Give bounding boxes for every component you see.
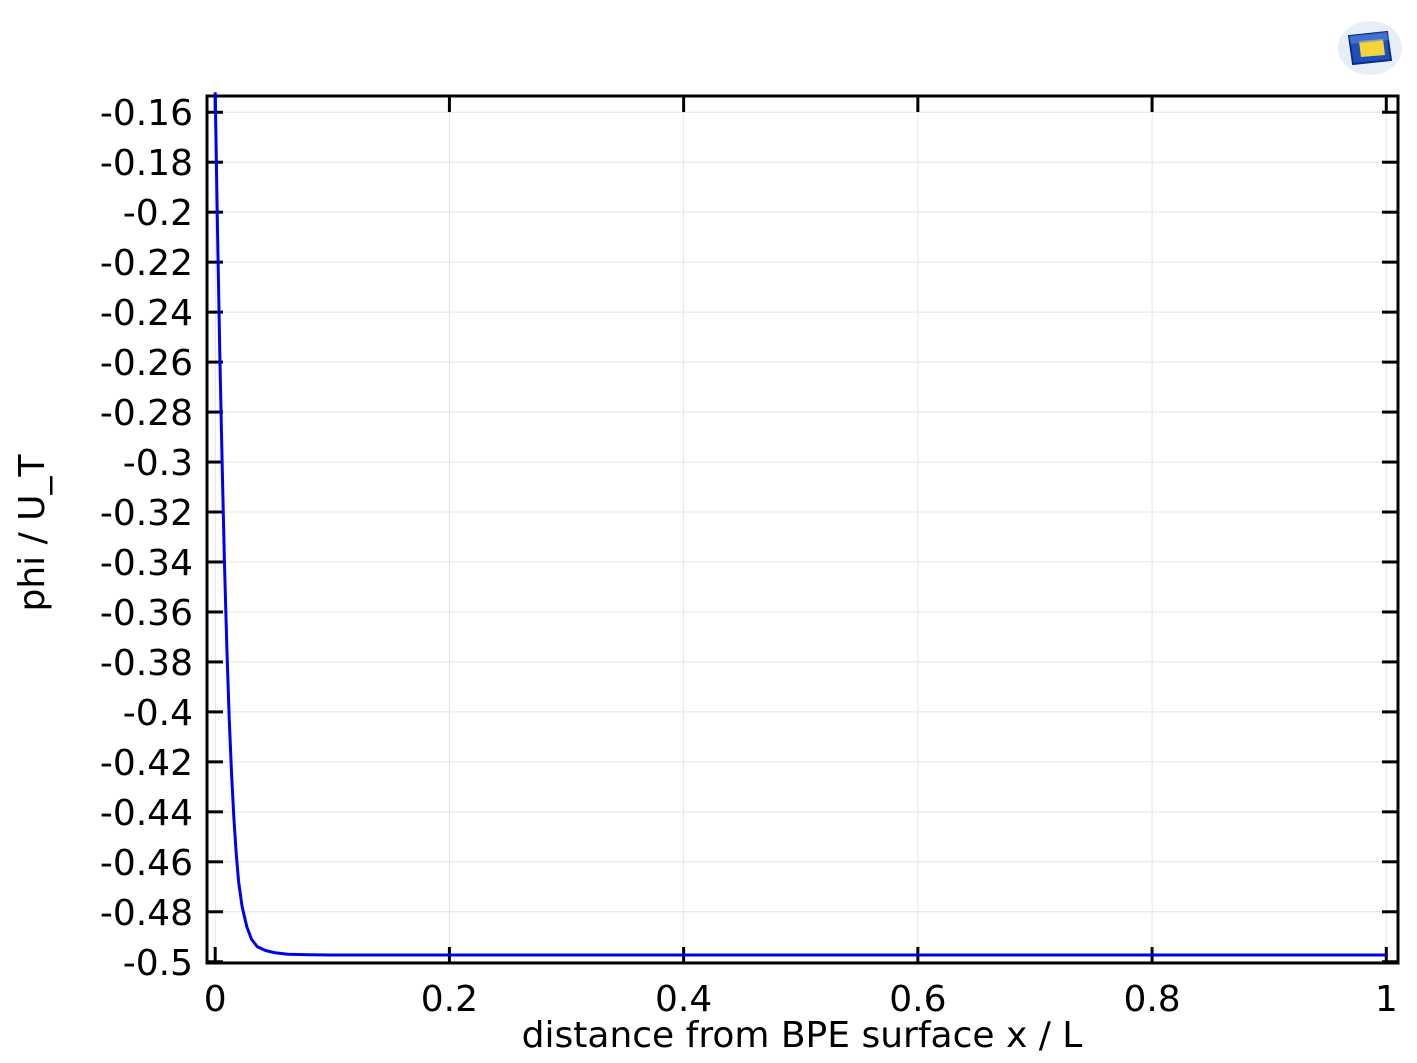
x-tick-label: 0.6 [889, 979, 946, 1020]
x-tick-label: 1 [1375, 979, 1398, 1020]
y-tick-label: -0.5 [123, 943, 193, 984]
series-line-phi [213, 92, 1387, 957]
y-tick-label: -0.48 [100, 893, 193, 934]
y-tick-label: -0.28 [100, 393, 193, 434]
y-axis-label: phi / U_T [12, 453, 53, 611]
x-tick-label: 0.4 [655, 979, 712, 1020]
y-tick-label: -0.18 [100, 143, 193, 184]
y-tick-label: -0.2 [123, 193, 193, 234]
y-tick-label: -0.32 [100, 493, 193, 534]
y-tick-label: -0.3 [123, 443, 193, 484]
plot-frame [205, 94, 1400, 965]
x-tick-label: 0.8 [1123, 979, 1180, 1020]
comsol-logo-icon[interactable] [1335, 14, 1405, 78]
y-tick-labels: -0.16 -0.18 -0.2 -0.22 -0.24 -0.26 -0.28 -0.3 -0… [100, 93, 193, 984]
y-tick-label: -0.42 [100, 743, 193, 784]
y-tick-label: -0.44 [100, 793, 193, 834]
x-tick-label: 0 [204, 979, 227, 1020]
y-tick-label: -0.24 [100, 293, 193, 334]
x-axis-label: distance from BPE surface x / L [522, 1015, 1083, 1056]
x-tick-label: 0.2 [421, 979, 478, 1020]
y-tick-label: -0.36 [100, 593, 193, 634]
y-tick-label: -0.26 [100, 343, 193, 384]
x-tick-labels: 0 0.2 0.4 0.6 0.8 1 [204, 979, 1398, 1020]
y-tick-label: -0.38 [100, 643, 193, 684]
series-layer [213, 92, 1387, 957]
tick-marks [207, 96, 1398, 964]
grid-lines [207, 96, 1398, 963]
y-tick-label: -0.46 [100, 843, 193, 884]
y-tick-label: -0.4 [123, 693, 193, 734]
y-tick-label: -0.34 [100, 543, 193, 584]
y-tick-label: -0.22 [100, 243, 193, 284]
y-tick-label: -0.16 [100, 93, 193, 134]
